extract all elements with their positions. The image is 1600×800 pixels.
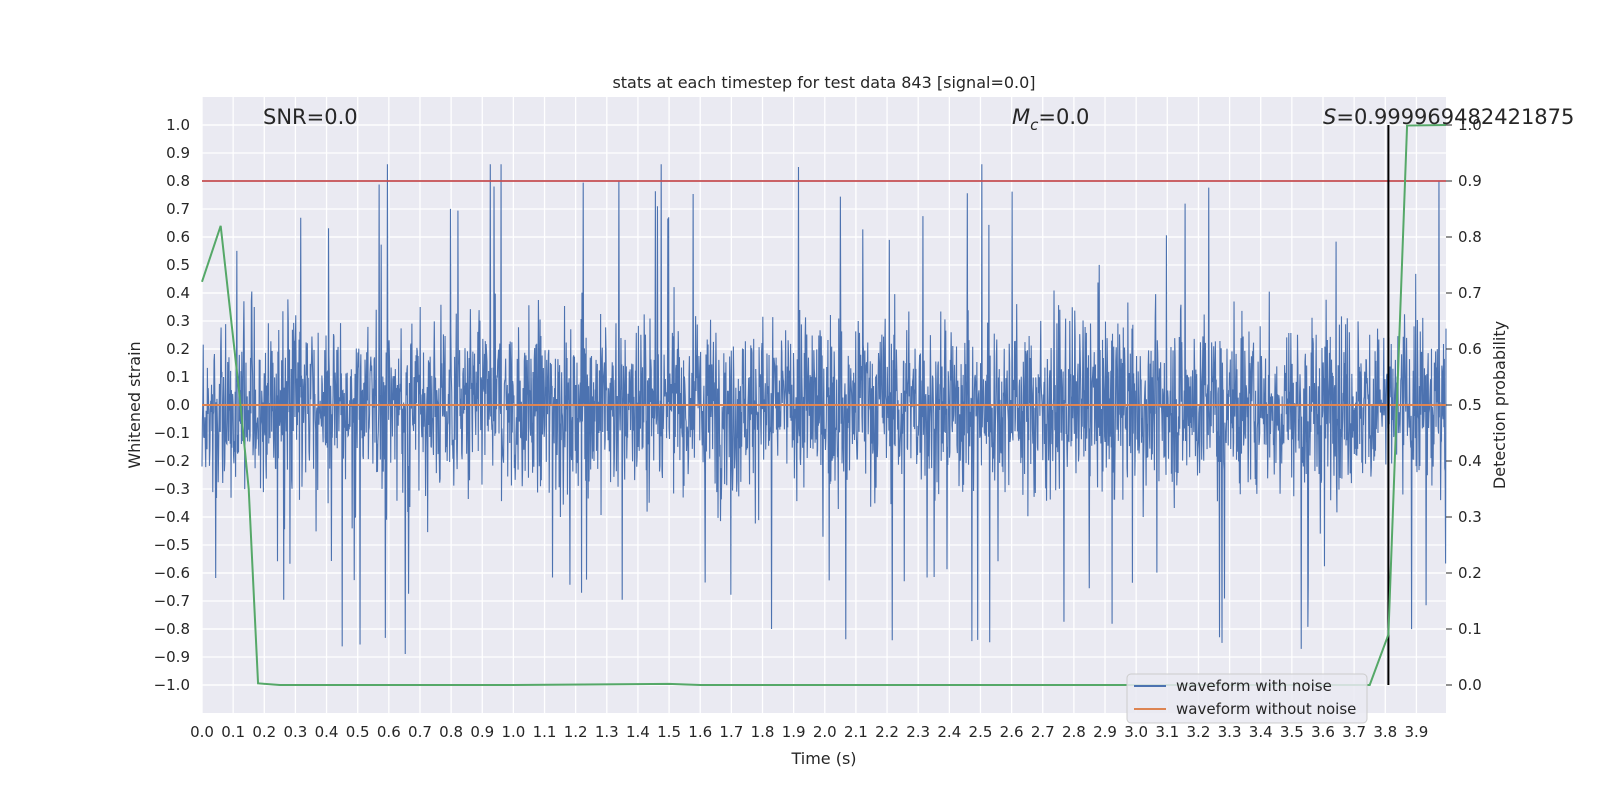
x-tick-label: 3.9 — [1404, 723, 1428, 741]
x-tick-label: 2.7 — [1031, 723, 1055, 741]
chirp-mass-value: =0.0 — [1038, 105, 1089, 129]
x-tick-label: 0.8 — [439, 723, 463, 741]
y2-tick-label: 0.7 — [1458, 284, 1482, 302]
y-tick-label: −0.8 — [154, 620, 190, 638]
y2-tick-label: 1.0 — [1458, 116, 1482, 134]
x-tick-label: 1.1 — [533, 723, 557, 741]
x-tick-label: 1.7 — [719, 723, 743, 741]
x-tick-label: 2.3 — [906, 723, 930, 741]
series-detection-probability — [201, 124, 1447, 686]
x-axis-ticks: 0.0 0.1 0.2 0.3 0.4 0.5 0.6 0.7 0.8 0.9 1.0 1.1 1.2 1… — [190, 723, 1428, 741]
y-tick-label: −0.2 — [154, 452, 190, 470]
x-tick-label: 0.5 — [346, 723, 370, 741]
y-tick-label: 0.3 — [166, 312, 190, 330]
y-tick-label: −1.0 — [154, 676, 190, 694]
x-tick-label: 3.7 — [1342, 723, 1366, 741]
y-tick-label: 1.0 — [166, 116, 190, 134]
x-tick-label: 2.5 — [969, 723, 993, 741]
y-tick-label: 0.6 — [166, 228, 190, 246]
x-tick-label: 0.6 — [377, 723, 401, 741]
x-tick-label: 1.9 — [782, 723, 806, 741]
legend: waveform with noise waveform without noi… — [1126, 673, 1368, 724]
y-tick-label: 0.0 — [166, 396, 190, 414]
y-tick-label: 0.2 — [166, 340, 190, 358]
score-annotation: S=0.999969482421875 — [1323, 105, 1574, 129]
x-tick-label: 2.2 — [875, 723, 899, 741]
y-tick-label: −0.7 — [154, 592, 190, 610]
x-tick-label: 3.5 — [1280, 723, 1304, 741]
y-tick-label: −0.3 — [154, 480, 190, 498]
y-tick-label: −0.5 — [154, 536, 190, 554]
x-tick-label: 0.9 — [470, 723, 494, 741]
x-tick-label: 1.3 — [595, 723, 619, 741]
y-tick-label: 0.8 — [166, 172, 190, 190]
y-axis-label: Whitened strain — [125, 341, 144, 468]
x-tick-label: 3.6 — [1311, 723, 1335, 741]
y2-tick-label: 0.4 — [1458, 452, 1482, 470]
chirp-mass-subscript: c — [1030, 116, 1039, 134]
y2-tick-label: 0.6 — [1458, 340, 1482, 358]
x-tick-label: 0.2 — [252, 723, 276, 741]
noise-waveform-path — [201, 164, 1447, 655]
y2-tick-label: 0.9 — [1458, 172, 1482, 190]
x-tick-label: 2.8 — [1062, 723, 1086, 741]
y2-tick-label: 0.8 — [1458, 228, 1482, 246]
x-tick-label: 3.4 — [1249, 723, 1273, 741]
y-axis-ticks: 1.0 0.9 0.8 0.7 0.6 0.5 0.4 0.3 0.2 0.1 0.0 −0.1 −0.… — [154, 116, 190, 694]
y2-tick-label: 0.5 — [1458, 396, 1482, 414]
chart-title: stats at each timestep for test data 843… — [612, 73, 1035, 92]
score-symbol: S — [1323, 105, 1336, 129]
x-tick-label: 1.0 — [501, 723, 525, 741]
y2-tick-label: 0.0 — [1458, 676, 1482, 694]
y-tick-label: 0.4 — [166, 284, 190, 302]
y2-axis-label: Detection probability — [1490, 321, 1509, 489]
x-tick-label: 2.1 — [844, 723, 868, 741]
y-tick-label: −0.6 — [154, 564, 190, 582]
x-axis-label: Time (s) — [790, 749, 856, 768]
x-tick-label: 0.0 — [190, 723, 214, 741]
y-tick-label: −0.9 — [154, 648, 190, 666]
x-tick-label: 3.3 — [1218, 723, 1242, 741]
y2-tick-label: 0.1 — [1458, 620, 1482, 638]
legend-box — [1126, 673, 1368, 724]
x-tick-label: 2.9 — [1093, 723, 1117, 741]
y-tick-label: 0.7 — [166, 200, 190, 218]
legend-label-clean: waveform without noise — [1176, 700, 1356, 718]
score-value: =0.999969482421875 — [1336, 105, 1574, 129]
y-tick-label: 0.9 — [166, 144, 190, 162]
y-tick-label: −0.1 — [154, 424, 190, 442]
x-tick-label: 3.8 — [1373, 723, 1397, 741]
y-tick-label: −0.4 — [154, 508, 190, 526]
x-tick-label: 3.2 — [1187, 723, 1211, 741]
y2-axis-ticks: 1.0 0.9 0.8 0.7 0.6 0.5 0.4 0.3 0.2 0.1 0.0 — [1446, 116, 1482, 694]
legend-label-noise: waveform with noise — [1176, 677, 1332, 695]
x-tick-label: 1.4 — [626, 723, 650, 741]
y-tick-label: 0.1 — [166, 368, 190, 386]
x-tick-label: 3.1 — [1155, 723, 1179, 741]
x-tick-label: 1.2 — [564, 723, 588, 741]
x-tick-label: 0.1 — [221, 723, 245, 741]
x-tick-label: 0.3 — [283, 723, 307, 741]
chirp-mass-annotation: Mc=0.0 — [1012, 105, 1089, 134]
y-tick-label: 0.5 — [166, 256, 190, 274]
chirp-mass-symbol: M — [1012, 105, 1030, 129]
y2-tick-label: 0.2 — [1458, 564, 1482, 582]
x-tick-label: 0.7 — [408, 723, 432, 741]
x-tick-label: 2.4 — [937, 723, 961, 741]
x-tick-label: 3.0 — [1124, 723, 1148, 741]
x-tick-label: 1.8 — [751, 723, 775, 741]
x-tick-label: 0.4 — [315, 723, 339, 741]
snr-annotation: SNR=0.0 — [263, 105, 358, 129]
x-tick-label: 1.6 — [688, 723, 712, 741]
x-tick-label: 2.0 — [813, 723, 837, 741]
y2-tick-label: 0.3 — [1458, 508, 1482, 526]
series-waveform-with-noise — [201, 164, 1447, 655]
x-tick-label: 2.6 — [1000, 723, 1024, 741]
x-tick-label: 1.5 — [657, 723, 681, 741]
